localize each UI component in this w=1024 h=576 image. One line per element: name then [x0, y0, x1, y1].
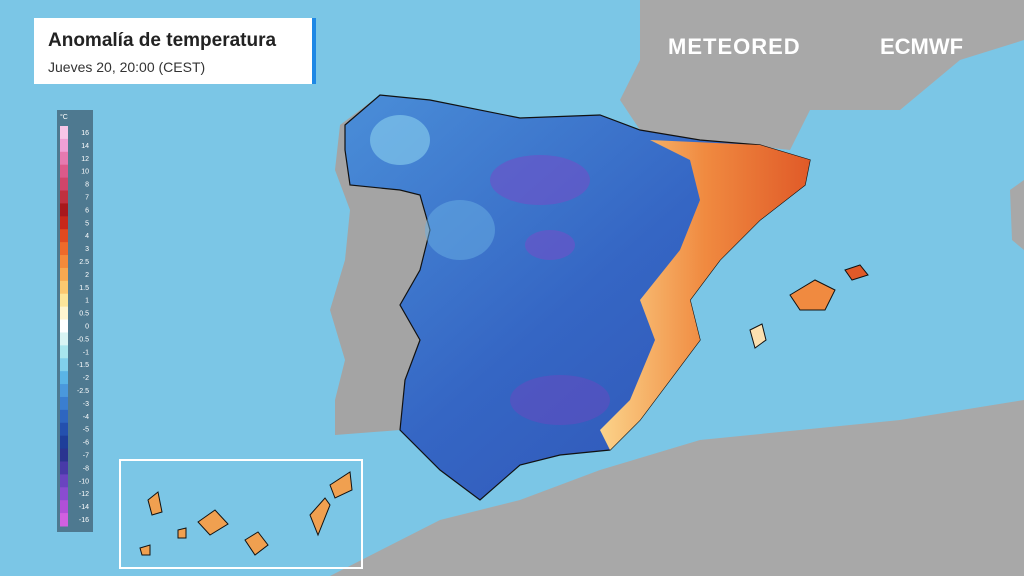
legend-label: 1.5 — [79, 285, 89, 292]
subtitle: Jueves 20, 20:00 (CEST) — [48, 59, 205, 75]
logo-meteored: METEORED — [668, 34, 801, 59]
legend-label: 10 — [81, 169, 89, 176]
legend-unit: °C — [60, 113, 68, 121]
land-africa — [330, 400, 1024, 576]
mallorca — [789, 279, 836, 311]
legend-swatch — [60, 267, 68, 282]
legend-label: 7 — [85, 194, 89, 201]
cold-patch — [370, 115, 430, 165]
legend-label: -16 — [79, 517, 89, 524]
legend-label: 12 — [81, 156, 89, 163]
legend-swatch — [60, 474, 68, 488]
legend-label: 0 — [85, 324, 89, 331]
title: Anomalía de temperatura — [48, 30, 276, 51]
legend-swatch — [60, 177, 68, 192]
legend-swatch — [60, 384, 68, 398]
legend-swatch — [60, 280, 68, 295]
menorca — [844, 264, 869, 281]
legend-swatch — [60, 487, 68, 501]
legend-swatch — [60, 513, 68, 527]
legend-label: 4 — [85, 233, 89, 240]
legend-swatch — [60, 126, 68, 140]
legend-swatch — [60, 500, 68, 514]
legend-swatch — [60, 293, 68, 308]
legend-label: -6 — [83, 440, 89, 447]
east-warm-area — [600, 140, 810, 450]
legend-swatch — [60, 409, 68, 424]
legend-swatch — [60, 422, 68, 437]
logo-ecmwf: ECMWF — [880, 34, 963, 59]
legend-swatch — [60, 203, 68, 217]
legend-swatch — [60, 306, 68, 321]
legend-swatch — [60, 190, 68, 204]
legend-label: -12 — [79, 491, 89, 498]
legend-swatch — [60, 345, 68, 359]
legend-swatch — [60, 461, 68, 475]
legend-swatch — [60, 216, 68, 230]
title-accent — [312, 18, 316, 84]
legend-label: -2 — [83, 375, 89, 382]
legend-swatch — [60, 255, 68, 269]
legend-swatch — [60, 151, 68, 166]
title-box — [34, 18, 316, 84]
legend-label: 14 — [81, 143, 89, 150]
legend-swatch — [60, 371, 68, 385]
legend-label: 6 — [85, 207, 89, 214]
legend-swatch — [60, 448, 68, 462]
cold-patch — [490, 155, 590, 205]
legend-swatch — [60, 435, 68, 450]
legend-label: 2 — [85, 272, 89, 279]
legend-label: -5 — [83, 427, 89, 434]
legend-label: 16 — [81, 130, 89, 137]
legend-label: -8 — [83, 465, 89, 472]
legend-swatch — [60, 319, 68, 333]
land-corsica — [1010, 180, 1024, 250]
legend-label: -10 — [79, 478, 89, 485]
cold-patch — [425, 200, 495, 260]
legend-swatch — [60, 164, 68, 179]
canary-inset — [119, 459, 363, 569]
legend-label: 3 — [85, 246, 89, 253]
cold-patch — [525, 230, 575, 260]
land-france — [620, 0, 1024, 150]
legend-label: 8 — [85, 182, 89, 189]
legend-label: -14 — [79, 504, 89, 511]
legend-label: -7 — [83, 453, 89, 460]
legend-swatch — [60, 138, 68, 153]
legend-label: 5 — [85, 220, 89, 227]
legend-swatch — [60, 358, 68, 372]
legend-label: -0.5 — [77, 336, 89, 343]
legend-label: -2.5 — [77, 388, 89, 395]
ibiza — [749, 323, 767, 349]
canary-islands — [139, 471, 353, 556]
legend-swatch — [60, 229, 68, 243]
legend-label: 0.5 — [79, 311, 89, 318]
legend-label: -4 — [83, 414, 89, 421]
legend-swatch — [60, 242, 68, 256]
legend-swatch — [60, 396, 68, 411]
legend-label: -1 — [83, 349, 89, 356]
legend-label: -1.5 — [77, 362, 89, 369]
legend-label: 2.5 — [79, 259, 89, 266]
legend-label: -3 — [83, 401, 89, 408]
legend-label: 1 — [85, 298, 89, 305]
cold-patch — [510, 375, 610, 425]
legend-swatch — [60, 332, 68, 346]
legend: 16 14 12 10 8 7 6 5 4 3 2.5 2 1.5 1 0.5 0 -0.5 -1 -1.5 -2 -2… — [60, 126, 89, 527]
